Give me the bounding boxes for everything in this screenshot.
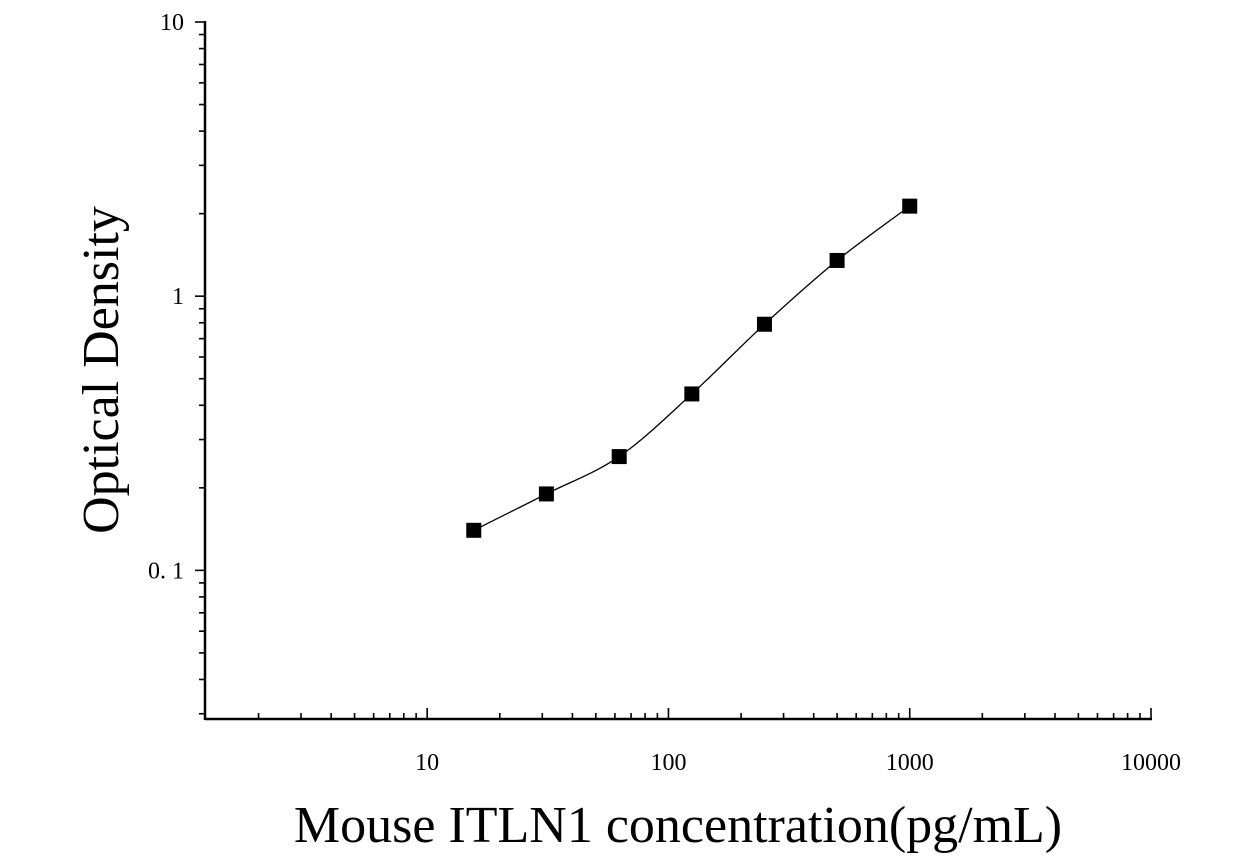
x-tick-label: 1000 [886, 750, 934, 776]
data-point [611, 449, 627, 465]
axes [203, 21, 1152, 721]
x-tick-label: 10000 [1121, 750, 1181, 776]
data-point [829, 252, 845, 268]
data-point [466, 522, 482, 538]
data-points [466, 198, 918, 538]
data-point [756, 316, 772, 332]
y-axis-title: Optical Density [73, 206, 130, 534]
y-tick-label: 10 [160, 10, 184, 36]
tick-labels: 10 100 1000 10000 10 1 0. 1 [148, 10, 1181, 776]
data-point [902, 198, 918, 214]
data-point [684, 386, 700, 402]
x-tick-label: 10 [415, 750, 439, 776]
y-tick-label: 1 [172, 284, 184, 310]
x-tick-label: 100 [650, 750, 686, 776]
tick-marks [195, 21, 1152, 719]
x-axis-title: Mouse ITLN1 concentration(pg/mL) [294, 797, 1062, 854]
data-point [538, 486, 554, 502]
y-tick-label: 0. 1 [148, 558, 184, 584]
